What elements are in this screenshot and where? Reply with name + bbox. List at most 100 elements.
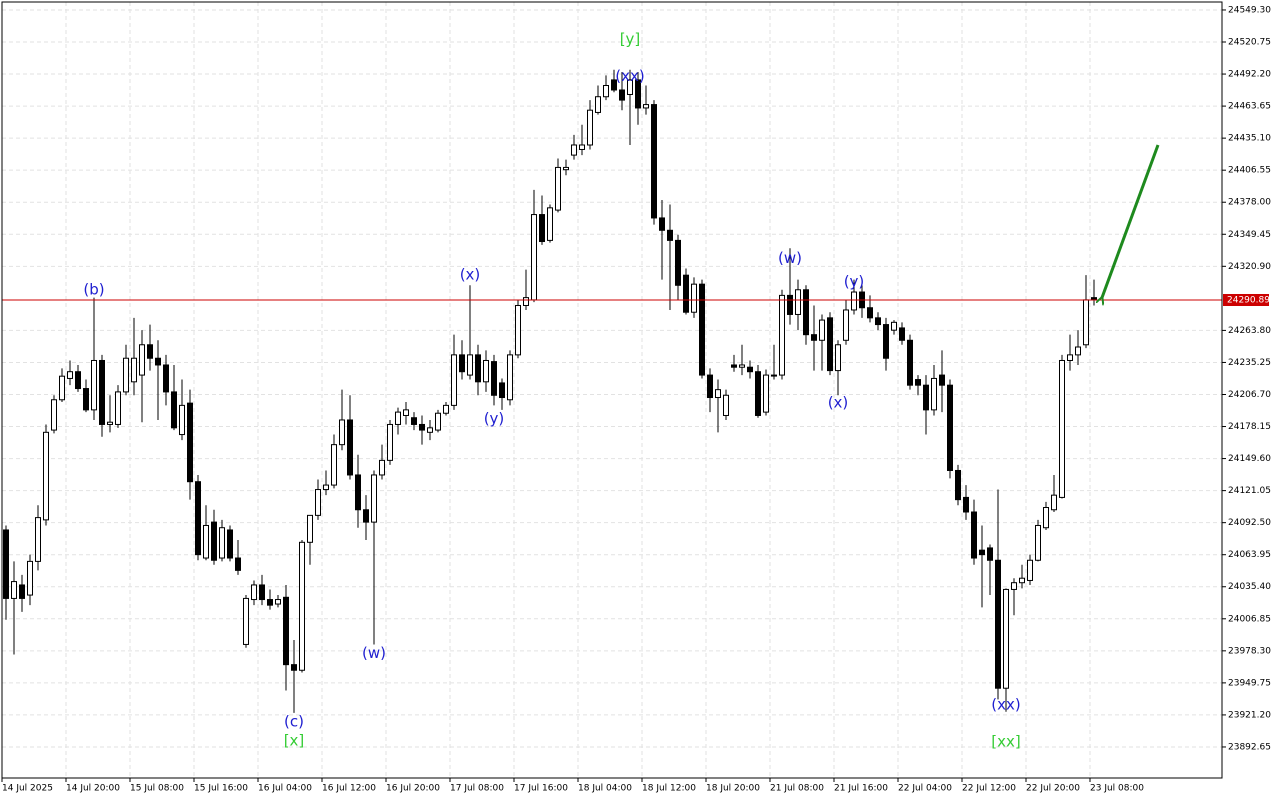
candle-body [171, 391, 177, 429]
candle-body [803, 289, 809, 336]
candle-body [963, 496, 969, 513]
x-tick-label: 18 Jul 20:00 [706, 784, 760, 794]
candle-body [755, 371, 761, 416]
y-tick-label: 24492.20 [1228, 70, 1271, 80]
candle-body [411, 417, 417, 425]
candle-body [339, 419, 345, 446]
candle-body [795, 289, 801, 315]
wave-label: (w) [362, 644, 386, 662]
candle-body [451, 354, 457, 406]
candle-body [1067, 354, 1073, 361]
candle-body [1027, 559, 1033, 581]
candle-body [163, 364, 169, 393]
candle-body [387, 423, 393, 461]
candle-body [531, 214, 537, 301]
candle-body [107, 421, 113, 425]
candle-body [483, 359, 489, 383]
candle-body [211, 521, 217, 561]
y-tick-label: 24235.25 [1228, 358, 1271, 368]
y-tick-label: 23892.65 [1228, 742, 1271, 752]
candle-body [499, 382, 505, 399]
candle-body [27, 560, 33, 596]
candle-body [843, 309, 849, 341]
candle-body [907, 339, 913, 386]
candle-body [595, 96, 601, 113]
candle-body [195, 481, 201, 556]
candle-body [331, 444, 337, 486]
x-tick-label: 22 Jul 12:00 [962, 784, 1016, 794]
x-tick-label: 16 Jul 04:00 [258, 784, 312, 794]
y-tick-label: 24378.00 [1228, 198, 1271, 208]
wave-label: (x) [460, 266, 481, 284]
candle-body [347, 419, 353, 476]
wave-label: (y) [484, 409, 505, 427]
candle-body [475, 354, 481, 383]
y-tick-label: 24092.50 [1228, 518, 1271, 528]
candle-body [43, 431, 49, 521]
candle-body [699, 283, 705, 376]
wave-label: (b) [83, 280, 104, 298]
candle-body [571, 144, 577, 156]
candle-body [235, 557, 241, 571]
y-tick-label: 24063.95 [1228, 550, 1271, 560]
candle-body [355, 474, 361, 511]
candle-body [835, 344, 841, 372]
candle-body [955, 469, 961, 501]
candle-body [1043, 507, 1049, 529]
candle-body [691, 283, 697, 313]
candle-body [659, 217, 665, 231]
x-tick-label: 22 Jul 04:00 [898, 784, 952, 794]
x-tick-label: 21 Jul 16:00 [834, 784, 888, 794]
candle-body [219, 527, 225, 559]
candle-body [979, 549, 985, 556]
candle-body [779, 294, 785, 376]
candle-body [131, 357, 137, 383]
candle-body [539, 214, 545, 243]
current-price-label: 24290.89 [1227, 295, 1270, 305]
candle-body [651, 104, 657, 219]
candle-body [627, 79, 633, 95]
y-tick-label: 24178.15 [1228, 422, 1271, 432]
candle-body [739, 364, 745, 368]
candle-body [707, 374, 713, 399]
candle-body [35, 517, 41, 562]
candle-body [987, 547, 993, 561]
candle-body [731, 364, 737, 368]
x-tick-label: 18 Jul 12:00 [642, 784, 696, 794]
candle-body [875, 317, 881, 326]
candle-body [11, 581, 17, 599]
plot-frame [1, 1, 1223, 779]
candle-body [635, 79, 641, 109]
x-tick-label: 15 Jul 08:00 [130, 784, 184, 794]
x-tick-label: 14 Jul 2025 [2, 784, 53, 794]
y-tick-label: 24121.05 [1228, 486, 1271, 496]
candle-body [515, 304, 521, 356]
forecast-arrow [1102, 144, 1160, 298]
candle-body [747, 366, 753, 373]
y-tick-label: 24206.70 [1228, 390, 1271, 400]
candle-body [507, 354, 513, 401]
candle-body [787, 294, 793, 315]
wave-label: [y] [620, 30, 641, 48]
candle-body [243, 597, 249, 645]
candle-body [67, 371, 73, 379]
candle-body [275, 599, 281, 605]
candle-body [227, 529, 233, 559]
candle-body [1011, 582, 1017, 590]
candle-body [1003, 588, 1009, 689]
y-tick-label: 24520.75 [1228, 38, 1271, 48]
candle-body [1059, 359, 1065, 498]
candle-body [267, 599, 273, 606]
candle-body [203, 524, 209, 559]
candle-body [323, 484, 329, 491]
wave-label: (xx) [615, 67, 644, 85]
y-tick-label: 24406.55 [1228, 166, 1271, 176]
candle-body [547, 207, 553, 241]
candle-body [587, 109, 593, 146]
y-tick-label: 23978.30 [1228, 646, 1271, 656]
candle-body [771, 374, 777, 377]
candle-body [435, 412, 441, 431]
candle-body [931, 377, 937, 411]
